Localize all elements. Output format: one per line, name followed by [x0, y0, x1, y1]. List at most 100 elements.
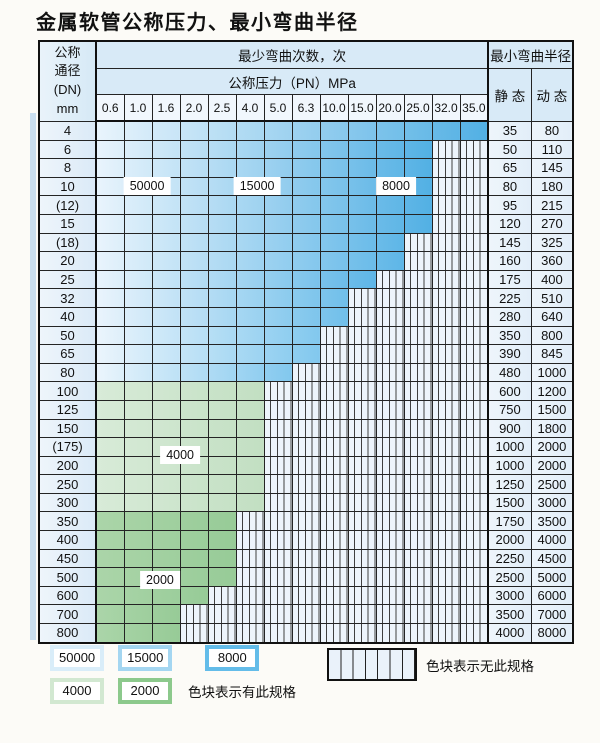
no-spec-cell	[235, 548, 265, 569]
spec-cell	[123, 158, 153, 178]
dn-cell: 700	[38, 604, 97, 625]
spec-cell	[235, 455, 265, 476]
no-spec-cell	[291, 567, 321, 587]
legend: 50000 15000 8000 4000 2000 色块表示有此规格 色块表示无此规格	[38, 645, 572, 725]
spec-cell	[403, 213, 433, 234]
spec-cell	[123, 139, 153, 160]
page-title: 金属软管公称压力、最小弯曲半径	[36, 12, 359, 34]
pn-value-header: 4.0	[235, 94, 265, 122]
no-spec-cell	[291, 474, 321, 494]
spec-cell	[291, 325, 321, 346]
dn-cell: 50	[38, 325, 97, 346]
no-spec-cell	[459, 344, 489, 364]
spec-cell	[207, 288, 237, 308]
spec-cell	[123, 418, 153, 439]
radius-dynamic-cell: 4000	[530, 530, 574, 550]
spec-cell	[95, 251, 125, 271]
dn-cell: 125	[38, 399, 97, 420]
no-spec-cell	[431, 176, 461, 197]
cycles-header: 最少弯曲次数，次	[95, 40, 489, 69]
spec-cell	[95, 306, 125, 327]
spec-row-dn-4: 4 35 80	[38, 120, 574, 141]
no-spec-cell	[431, 344, 461, 364]
spec-cell	[347, 213, 377, 234]
no-spec-cell	[403, 474, 433, 494]
spec-cell	[151, 213, 181, 234]
spec-cell	[95, 623, 125, 644]
no-spec-cell	[347, 418, 377, 439]
spec-cell	[319, 213, 349, 234]
no-spec-cell	[263, 585, 293, 606]
dn-cell: 150	[38, 418, 97, 439]
no-spec-cell	[347, 288, 377, 308]
radius-static-cell: 2000	[487, 530, 532, 550]
no-spec-cell	[431, 306, 461, 327]
spec-cell	[151, 623, 181, 644]
no-spec-cell	[403, 288, 433, 308]
radius-static-cell: 1500	[487, 492, 532, 513]
dn-cell: 600	[38, 585, 97, 606]
spec-cell	[207, 251, 237, 271]
no-spec-cell	[403, 585, 433, 606]
no-spec-cell	[347, 437, 377, 457]
spec-cell	[375, 139, 405, 160]
spec-cell	[319, 269, 349, 290]
spec-cell	[319, 288, 349, 308]
no-spec-cell	[375, 325, 405, 346]
spec-cell	[235, 381, 265, 401]
no-spec-cell	[375, 418, 405, 439]
spec-cell	[95, 195, 125, 215]
spec-cell	[95, 418, 125, 439]
spec-cell	[291, 344, 321, 364]
spec-cell	[235, 269, 265, 290]
spec-cell	[403, 195, 433, 215]
radius-dynamic-cell: 3000	[530, 492, 574, 513]
spec-cell	[207, 344, 237, 364]
no-spec-cell	[319, 492, 349, 513]
radius-dynamic-cell: 180	[530, 176, 574, 197]
no-spec-cell	[403, 381, 433, 401]
spec-cell	[207, 530, 237, 550]
no-spec-cell	[459, 213, 489, 234]
dn-cell: 8	[38, 158, 97, 178]
spec-cell	[347, 251, 377, 271]
no-spec-cell	[347, 399, 377, 420]
spec-cell	[347, 269, 377, 290]
radius-static-cell: 750	[487, 399, 532, 420]
spec-cell	[207, 381, 237, 401]
no-spec-cell	[375, 437, 405, 457]
spec-row-dn-175: (175) 1000 2000	[38, 437, 574, 457]
spec-cell	[179, 325, 209, 346]
spec-row-dn-350: 350 1750 3500	[38, 511, 574, 532]
spec-row-dn-25: 25 175 400	[38, 269, 574, 290]
spec-cell	[319, 251, 349, 271]
spec-cell	[95, 567, 125, 587]
radius-dynamic-cell: 1200	[530, 381, 574, 401]
radius-static-cell: 145	[487, 232, 532, 253]
spec-cell	[235, 251, 265, 271]
spec-cell	[123, 232, 153, 253]
no-spec-cell	[319, 381, 349, 401]
no-spec-cell	[431, 139, 461, 160]
no-spec-cell	[263, 548, 293, 569]
spec-cell	[95, 455, 125, 476]
spec-cell	[347, 120, 377, 141]
spec-cell	[291, 306, 321, 327]
spec-cell	[123, 492, 153, 513]
spec-cell	[123, 288, 153, 308]
no-spec-cell	[431, 213, 461, 234]
no-spec-cell	[403, 492, 433, 513]
no-spec-cell	[235, 511, 265, 532]
dn-cell: 80	[38, 362, 97, 383]
cycle-count-label-8000: 8000	[376, 176, 416, 195]
spec-row-dn-12: (12) 95 215	[38, 195, 574, 215]
no-spec-cell	[347, 511, 377, 532]
pn-value-header: 35.0	[459, 94, 489, 122]
dn-cell: 25	[38, 269, 97, 290]
legend-no-spec-group: 色块表示无此规格	[327, 648, 534, 681]
no-spec-cell	[459, 195, 489, 215]
spec-cell	[319, 139, 349, 160]
legend-swatch-2000: 2000	[118, 678, 172, 704]
radius-dynamic-cell: 800	[530, 325, 574, 346]
no-spec-cell	[263, 474, 293, 494]
